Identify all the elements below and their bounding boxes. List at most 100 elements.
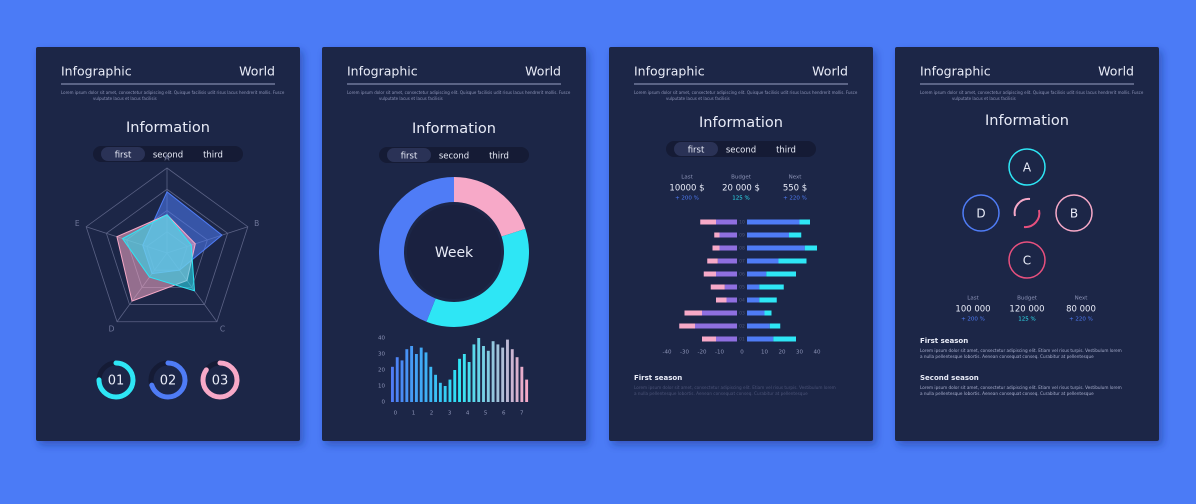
stat-value: 120 000	[1009, 305, 1044, 315]
stat-change: 125 %	[732, 196, 749, 202]
row-label: 08	[739, 246, 745, 252]
donut-center-label: Week	[435, 245, 474, 261]
stat-value: 550 $	[783, 184, 807, 194]
row-label: 03	[739, 311, 745, 317]
diverging-bar	[716, 297, 727, 303]
node-ring	[1055, 194, 1093, 232]
diverging-bar	[769, 323, 781, 329]
stat-change: + 220 %	[783, 196, 807, 202]
radar-axis-label: C	[220, 324, 225, 333]
radar-grid	[85, 167, 249, 323]
diverging-bar	[747, 219, 800, 225]
node-ring	[962, 194, 1000, 232]
x-tick-label: -30	[680, 350, 689, 356]
stat-value: 20 000 $	[722, 184, 760, 194]
node-label: C	[1023, 254, 1031, 268]
row-label: 09	[739, 233, 745, 239]
diverging-bar	[712, 245, 720, 251]
bar	[429, 366, 433, 402]
card-title: Infographic	[347, 64, 418, 79]
radar-axis-label: B	[254, 219, 259, 228]
bar	[434, 374, 438, 402]
tab[interactable]: third	[489, 152, 509, 162]
card-corner-label: World	[239, 64, 275, 79]
diverging-bar	[766, 271, 796, 277]
card-heading: Information	[985, 113, 1069, 129]
bar	[496, 344, 500, 402]
donut-segment	[426, 228, 529, 327]
stat-value: 10000 $	[669, 184, 704, 194]
y-tick-label: 0	[382, 400, 386, 406]
diverging-bar	[724, 284, 737, 290]
tab[interactable]: second	[153, 151, 183, 161]
section-title: First season	[920, 337, 968, 345]
bar	[501, 347, 505, 402]
tab[interactable]: second	[726, 146, 756, 156]
bar	[400, 360, 404, 402]
diverging-bar	[747, 258, 779, 264]
radar-axis-label: A	[164, 154, 170, 163]
header-text: vulputate lacus et lacus facilisis	[952, 96, 1016, 101]
stat-value: 80 000	[1066, 305, 1096, 315]
tab[interactable]: third	[203, 151, 223, 161]
node-label: A	[1023, 161, 1032, 175]
row-label: 10	[739, 220, 745, 226]
card-title: Infographic	[61, 64, 132, 79]
diverging-bar	[759, 284, 784, 290]
diverging-bar	[747, 297, 760, 303]
row-label: 05	[739, 285, 745, 291]
tab[interactable]: first	[688, 146, 705, 156]
bar	[458, 358, 461, 402]
x-tick-label: 2	[430, 411, 434, 417]
bar	[515, 357, 519, 402]
diverging-bar	[719, 245, 737, 251]
row-label: 01	[739, 337, 745, 343]
ring-label: 01	[108, 374, 125, 389]
diverging-bar	[703, 271, 716, 277]
ring-label: 02	[160, 374, 177, 389]
header-text: Lorem ipsum dolor sit amet, consectetur …	[920, 90, 1144, 95]
stat-label: Last	[967, 296, 979, 302]
stat-change: + 200 %	[961, 317, 985, 323]
card-corner-label: World	[525, 64, 561, 79]
diverging-bar	[764, 310, 772, 316]
row-label: 07	[739, 259, 745, 265]
diverging-bar	[747, 310, 765, 316]
section-title: First season	[634, 374, 682, 382]
x-tick-label: 4	[466, 411, 470, 417]
ring-progress	[148, 360, 188, 400]
card-heading: Information	[126, 120, 210, 136]
bar	[510, 349, 514, 402]
header-text: Lorem ipsum dolor sit amet, consectetur …	[634, 90, 858, 95]
diverging-bar	[759, 297, 777, 303]
diverging-bar	[702, 336, 716, 342]
node-ring	[1008, 148, 1046, 186]
diverging-bar	[726, 297, 737, 303]
card-corner-label: World	[812, 64, 848, 79]
diverging-bar	[789, 232, 802, 238]
header-text: Lorem ipsum dolor sit amet, consectetur …	[61, 90, 285, 95]
ring-progress	[96, 360, 136, 400]
tab[interactable]: first	[401, 152, 418, 162]
bar	[491, 341, 495, 402]
donut-hole	[407, 205, 501, 299]
bar	[438, 382, 442, 402]
y-tick-label: 30	[378, 352, 385, 358]
donut-segment	[454, 177, 526, 237]
stat-label: Last	[681, 175, 693, 181]
tab[interactable]: first	[115, 151, 132, 161]
diverging-bar	[778, 258, 807, 264]
diverging-bar	[804, 245, 817, 251]
tab[interactable]: second	[439, 152, 469, 162]
tab[interactable]: third	[776, 146, 796, 156]
node-label: D	[976, 207, 985, 221]
diverging-bar	[710, 284, 725, 290]
section-text: a nulla pellentesque lobortis. Aenean co…	[920, 391, 1094, 396]
header-text: vulputate lacus et lacus facilisis	[93, 96, 157, 101]
y-tick-label: 10	[378, 384, 385, 390]
stat-change: 125 %	[1018, 317, 1035, 323]
x-tick-label: 3	[448, 411, 452, 417]
donut-segment	[379, 177, 454, 322]
diverging-bar	[717, 258, 737, 264]
